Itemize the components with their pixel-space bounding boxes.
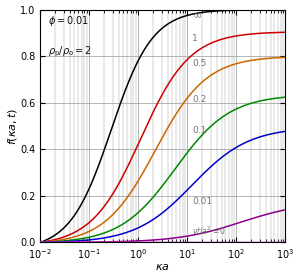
Text: 0.5: 0.5 (192, 59, 206, 68)
Text: $\rho_{\rm p}/\rho_{\rm o}=2$: $\rho_{\rm p}/\rho_{\rm o}=2$ (47, 44, 92, 59)
X-axis label: $\kappa a$: $\kappa a$ (155, 262, 170, 272)
Text: 0.2: 0.2 (192, 95, 206, 104)
Y-axis label: $f(\kappa a, t)$: $f(\kappa a, t)$ (6, 107, 19, 145)
Text: $\phi = 0.01$: $\phi = 0.01$ (47, 14, 89, 28)
Text: $\nu t/a^2=0$: $\nu t/a^2=0$ (192, 225, 226, 237)
Text: 0.1: 0.1 (192, 126, 206, 135)
Text: 0.01: 0.01 (192, 197, 212, 206)
Text: 1: 1 (192, 34, 198, 43)
Text: $\infty$: $\infty$ (192, 10, 202, 20)
